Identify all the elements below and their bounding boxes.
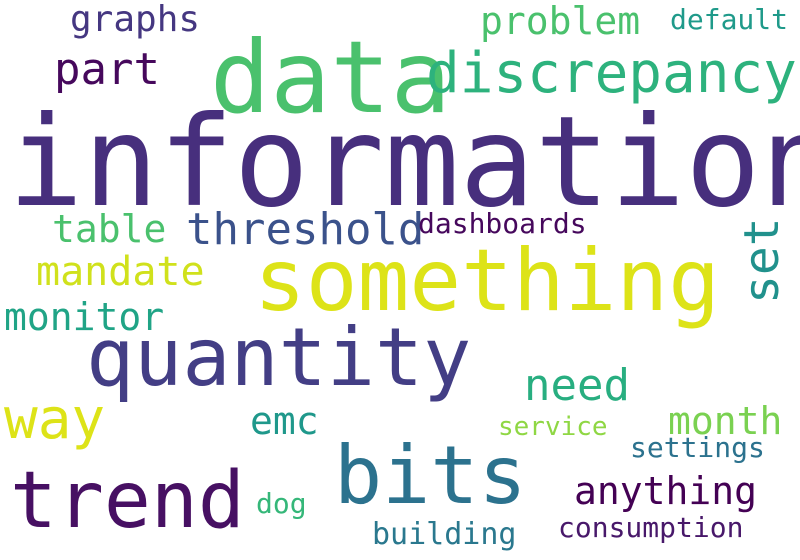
word-dog: dog [256,487,307,520]
word-quantity: quantity [86,311,472,404]
word-set: set [734,217,790,304]
word-need: need [524,360,630,411]
word-default: default [670,3,789,36]
word-problem: problem [480,0,641,43]
word-something: something [254,231,720,331]
word-part: part [54,44,160,95]
word-graphs: graphs [70,0,201,40]
word-trend: trend [10,456,245,546]
word-building: building [372,517,517,552]
word-mandate: mandate [36,249,205,295]
word-data: data [210,19,451,136]
word-bits: bits [334,429,527,522]
word-discrepancy: discrepancy [426,41,797,106]
word-information: information [8,90,800,235]
word-month: month [668,399,783,443]
word-table: table [52,207,167,251]
word-emc: emc [250,399,319,443]
word-service: service [498,412,608,442]
word-monitor: monitor [4,295,165,339]
word-anything: anything [574,469,758,513]
word-settings: settings [630,431,765,464]
word-threshold: threshold [186,204,425,255]
word-dashboards: dashboards [418,207,587,240]
word-consumption: consumption [558,511,744,544]
word-way: way [4,387,106,452]
